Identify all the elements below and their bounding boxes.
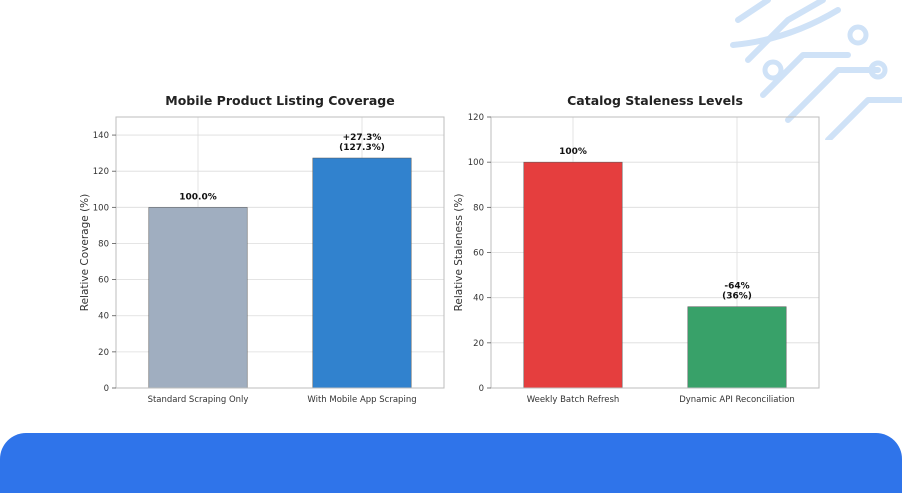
- y-tick-label: 20: [98, 348, 109, 358]
- charts-figure: 100.0% Standard Scraping Only +27.3%(127.3…: [79, 93, 820, 405]
- circuit-decoration: [730, 0, 902, 140]
- y-tick-label: 100: [93, 203, 109, 213]
- category-label-0: Weekly Batch Refresh: [527, 395, 620, 405]
- y-tick-label: 120: [468, 113, 484, 123]
- bar-0: [523, 161, 623, 389]
- data-label-1: -64%: [724, 282, 749, 292]
- category-label-1: With Mobile App Scraping: [307, 395, 416, 405]
- y-tick-label: 140: [93, 131, 109, 141]
- data-label-1: +27.3%: [343, 133, 382, 143]
- y-tick-label: 0: [104, 384, 109, 394]
- y-tick-label: 80: [98, 239, 109, 249]
- y-axis-label: Relative Staleness (%): [453, 194, 465, 312]
- chart-title: Catalog Staleness Levels: [567, 93, 743, 108]
- category-label-1: Dynamic API Reconciliation: [679, 395, 795, 405]
- y-tick-label: 60: [473, 249, 484, 259]
- y-axis-label: Relative Coverage (%): [79, 194, 91, 312]
- y-tick-label: 20: [473, 339, 484, 349]
- y-tick-label: 40: [473, 294, 484, 304]
- y-tick-label: 60: [98, 276, 109, 286]
- chart-coverage: 100.0% Standard Scraping Only +27.3%(127.3…: [79, 93, 445, 405]
- data-label-0: 100%: [559, 147, 587, 157]
- circuit-nodes: [762, 24, 888, 81]
- circuit-lines: [730, 0, 902, 140]
- bar-0: [148, 207, 248, 389]
- bar-1: [312, 157, 412, 389]
- bar-1: [687, 306, 787, 389]
- category-label-0: Standard Scraping Only: [148, 395, 249, 405]
- chart-staleness: 100% Weekly Batch Refresh -64%(36%) Dynamic…: [453, 93, 820, 405]
- data-label-0: 100.0%: [179, 192, 217, 202]
- bottom-banner: [0, 433, 902, 493]
- data-label-1: (127.3%): [339, 143, 385, 153]
- data-label-1: (36%): [722, 292, 752, 302]
- y-tick-label: 40: [98, 312, 109, 322]
- chart-title: Mobile Product Listing Coverage: [165, 93, 394, 108]
- y-tick-label: 80: [473, 203, 484, 213]
- axes-frame: [115, 116, 445, 389]
- y-tick-label: 120: [93, 167, 109, 177]
- y-tick-label: 0: [479, 384, 484, 394]
- y-tick-label: 100: [468, 158, 484, 168]
